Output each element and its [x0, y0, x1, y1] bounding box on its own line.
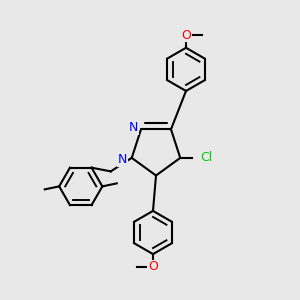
Text: O: O: [181, 29, 191, 42]
Text: Cl: Cl: [200, 152, 212, 164]
Text: O: O: [148, 260, 158, 273]
Text: N: N: [129, 122, 138, 134]
Text: N: N: [118, 153, 127, 166]
